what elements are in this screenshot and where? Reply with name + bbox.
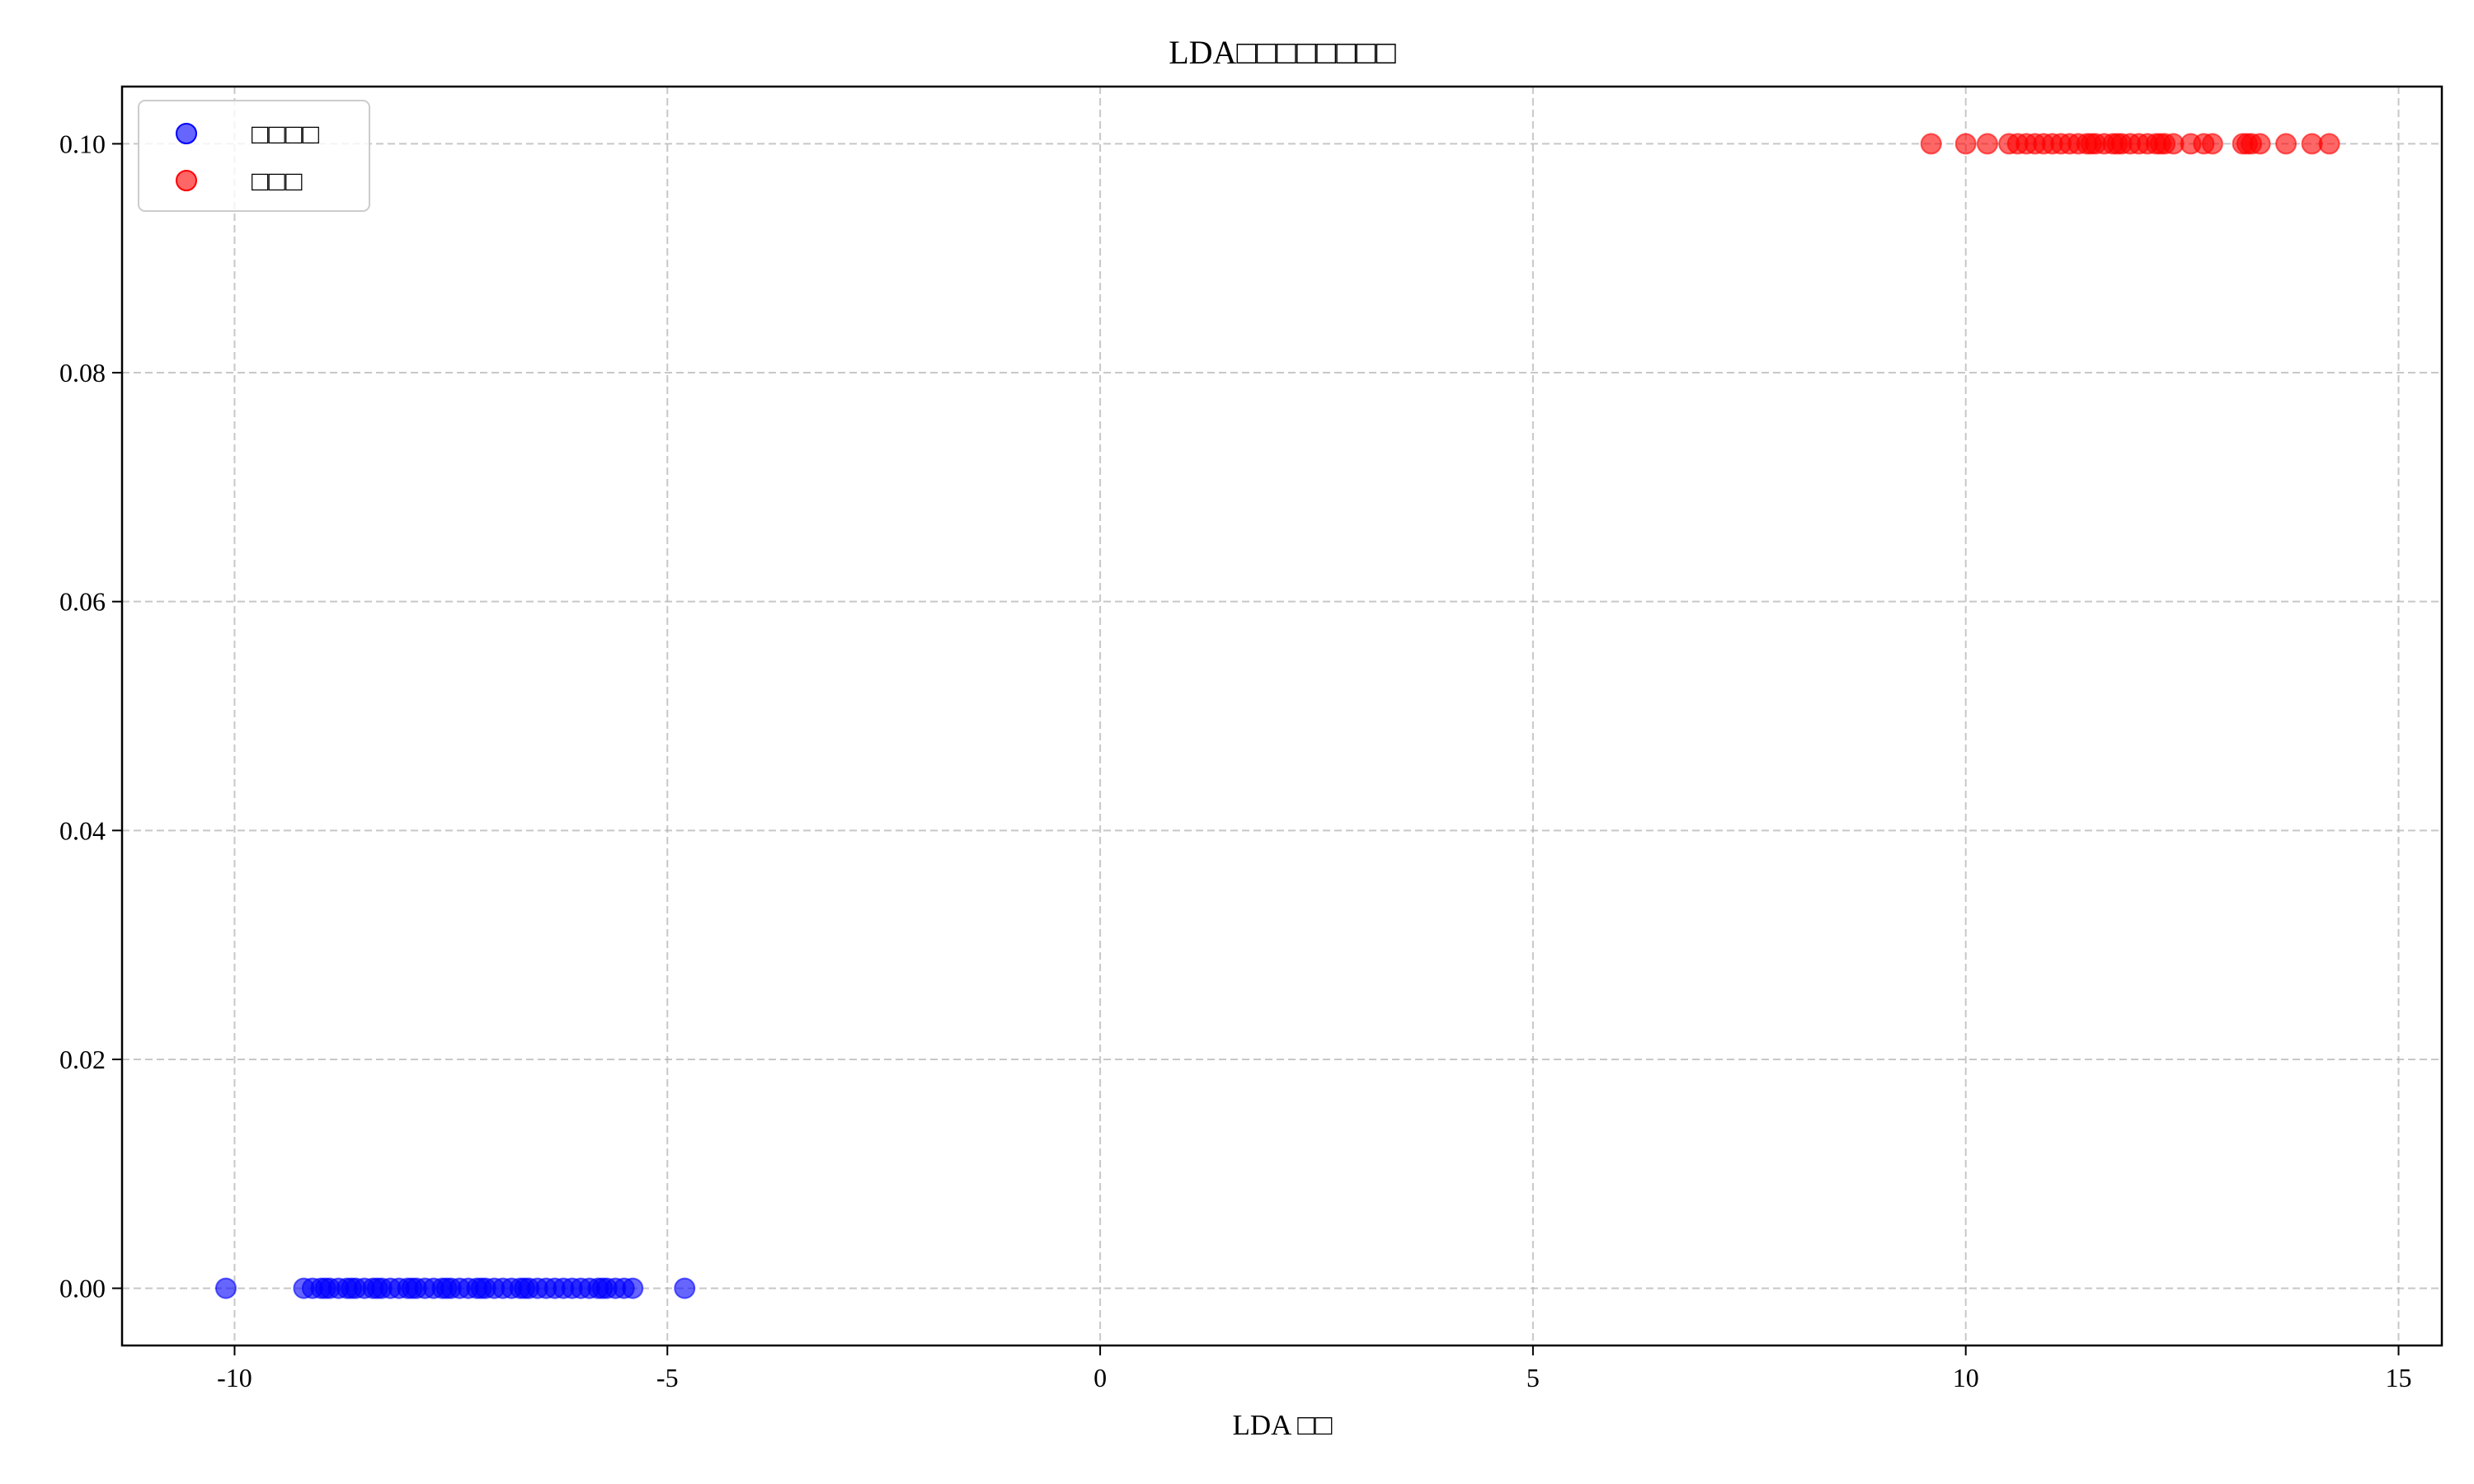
y-axis-ticks: 0.00 0.02 0.04 0.06 0.08 0.10: [59, 129, 122, 1303]
scatter-point-series-1: [674, 1277, 696, 1299]
y-tick-label: 0.06: [59, 587, 106, 617]
scatter-point-series-1: [622, 1277, 644, 1299]
scatter-points: [214, 133, 2340, 1299]
y-tick-label: 0.08: [59, 358, 106, 387]
x-axis-label: LDA □□: [1232, 1409, 1332, 1441]
x-tick-label: 10: [1953, 1363, 1979, 1392]
x-axis-ticks: -10 -5 0 5 10 15: [217, 1345, 2412, 1392]
scatter-point-series-2: [2201, 133, 2223, 155]
scatter-point-series-2: [2318, 133, 2340, 155]
legend: □□□□ □□□: [138, 100, 370, 212]
legend-marker-series-1: [176, 123, 197, 144]
x-tick-label: -10: [217, 1363, 252, 1392]
x-tick-label: -5: [656, 1363, 679, 1392]
plot-frame: [120, 85, 2443, 1347]
y-tick-label: 0.00: [59, 1274, 106, 1303]
scatter-point-series-2: [2249, 133, 2271, 155]
x-tick-label: 0: [1094, 1363, 1107, 1392]
grid-lines: [122, 87, 2442, 1345]
y-tick-label: 0.10: [59, 129, 106, 158]
y-tick-label: 0.04: [59, 815, 106, 845]
scatter-point-series-2: [1976, 133, 1998, 155]
x-tick-label: 5: [1526, 1363, 1540, 1392]
scatter-point-series-2: [1954, 133, 1977, 155]
legend-label-series-2: □□□: [252, 167, 303, 197]
scatter-point-series-2: [1920, 133, 1942, 155]
scatter-point-series-2: [2275, 133, 2298, 155]
x-tick-label: 15: [2386, 1363, 2412, 1392]
legend-marker-series-2: [176, 170, 197, 191]
chart-title: LDA□□□□□□□□: [1169, 34, 1396, 71]
legend-label-series-1: □□□□: [252, 120, 320, 150]
scatter-point-series-1: [214, 1277, 237, 1299]
y-tick-label: 0.02: [59, 1045, 106, 1074]
